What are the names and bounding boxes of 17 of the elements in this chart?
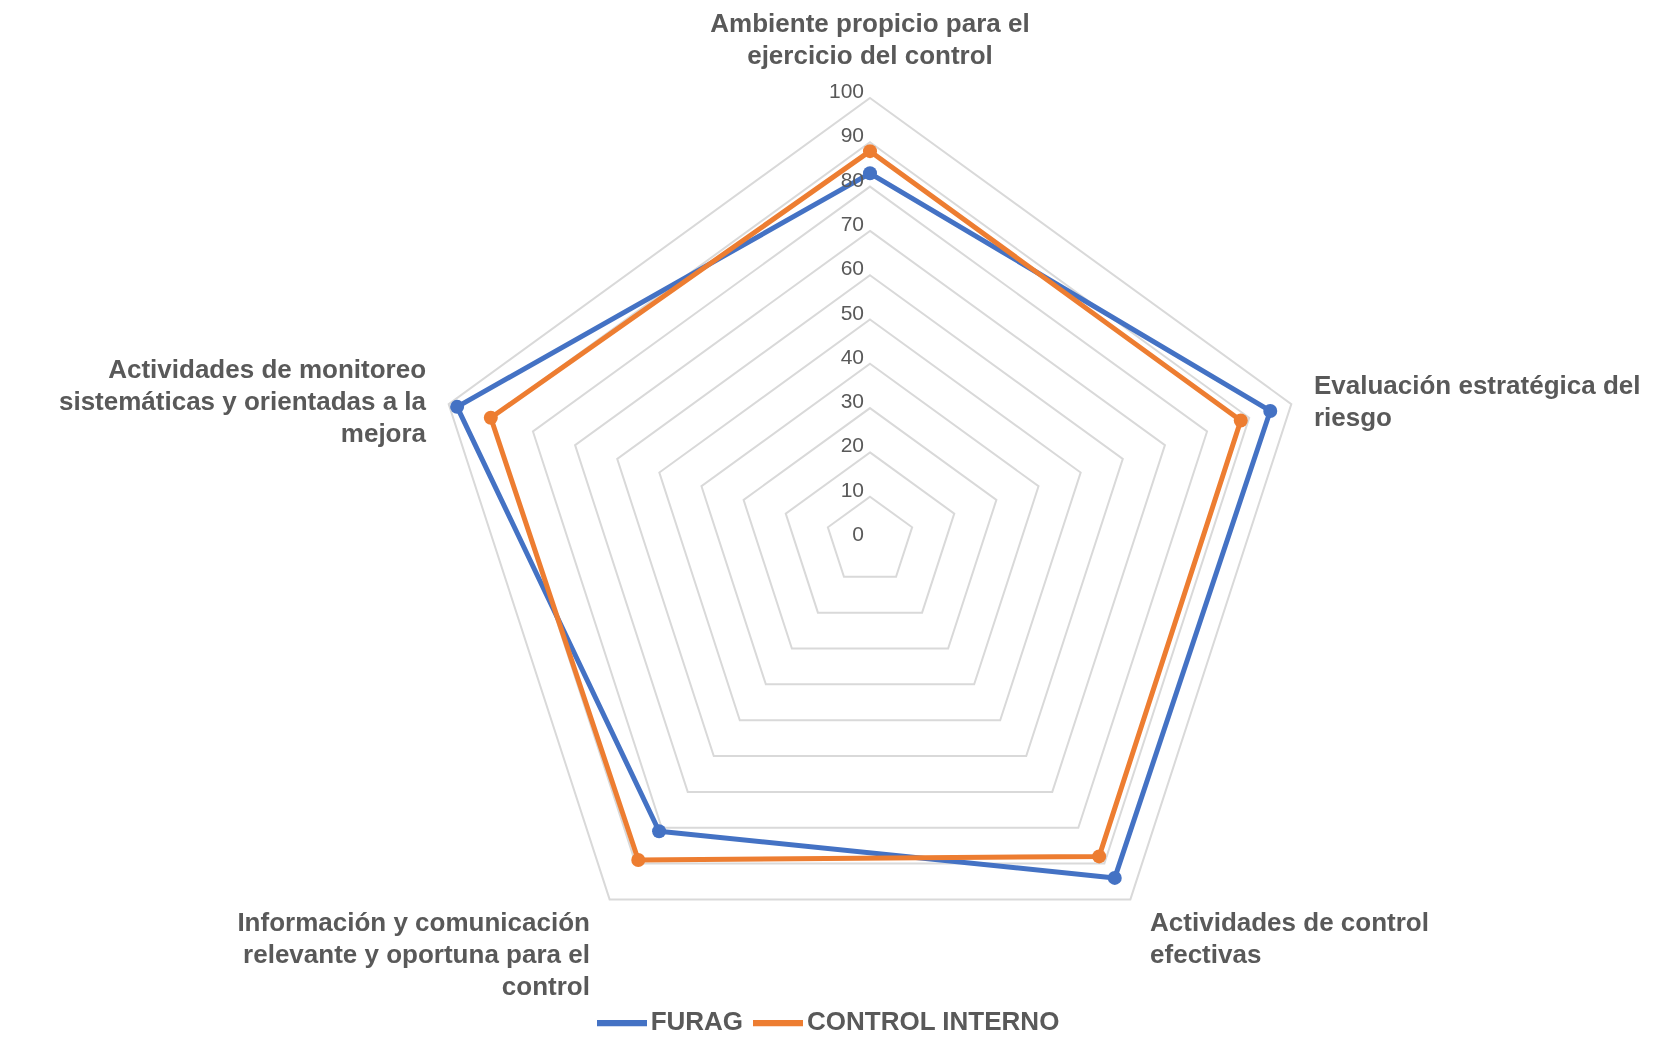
y-tick-label: 70 (840, 211, 864, 235)
y-tick-label: 0 (852, 522, 864, 545)
y-tick-label: 60 (840, 256, 864, 280)
legend-label: FURAG (650, 1005, 744, 1036)
spoke-label: Actividades de monitoreo sistemáticas y orientadas a la mejora (58, 353, 427, 448)
y-tick-label: 50 (840, 300, 864, 324)
spoke-label: Ambiente propicio para el ejercicio del control (710, 8, 1030, 70)
y-tick-label: 40 (840, 344, 864, 368)
spoke-label: Actividades de control efectivas (1150, 906, 1429, 969)
spoke-label: Evaluación estratégica del riesgo (1313, 369, 1641, 432)
y-tick-label: 90 (840, 123, 864, 147)
y-tick-label: 100 (828, 79, 864, 102)
legend-label: CONTROL INTERNO (807, 1005, 1060, 1036)
y-tick-label: 30 (840, 389, 864, 413)
y-tick-label: 20 (840, 433, 864, 457)
y-tick-label: 10 (840, 477, 864, 501)
spoke-label: Información y comunicación relevante y oportuna para el control (237, 906, 590, 1001)
